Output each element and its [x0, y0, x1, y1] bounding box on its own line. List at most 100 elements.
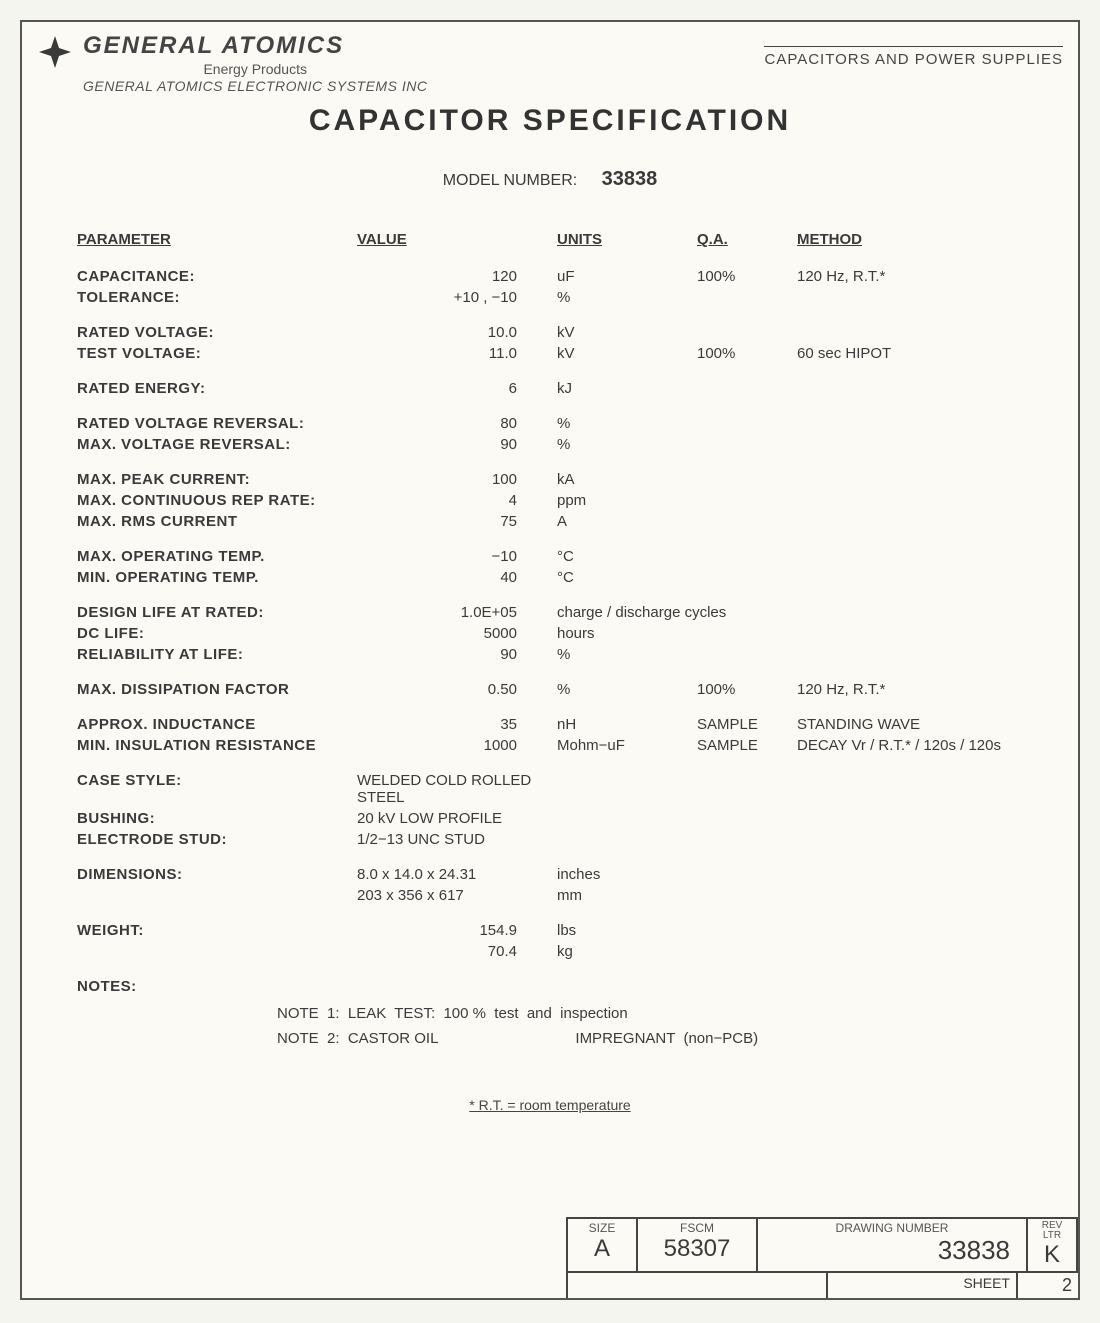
table-row: RATED VOLTAGE REVERSAL:80%: [77, 413, 1023, 434]
units-cell: uF: [557, 266, 697, 287]
method-cell: [797, 829, 1077, 850]
tb-sheet-label: SHEET: [828, 1273, 1018, 1298]
hdr-parameter: PARAMETER: [77, 231, 357, 248]
units-cell: [557, 770, 697, 808]
hdr-method: METHOD: [797, 231, 1077, 248]
table-row: NOTES:: [77, 976, 1023, 997]
value-cell: +10 , −10: [357, 287, 557, 308]
gap: [77, 588, 1023, 602]
model-label: MODEL NUMBER:: [443, 172, 578, 189]
value-cell: 70.4: [357, 941, 557, 962]
table-row: TOLERANCE:+10 , −10%: [77, 287, 1023, 308]
units-cell: [557, 976, 697, 997]
table-row: ELECTRODE STUD:1/2−13 UNC STUD: [77, 829, 1023, 850]
units-cell: kV: [557, 322, 697, 343]
units-cell: °C: [557, 546, 697, 567]
tb-fscm-val: 58307: [644, 1235, 750, 1263]
qa-cell: [697, 378, 797, 399]
table-row: BUSHING:20 kV LOW PROFILE: [77, 808, 1023, 829]
method-cell: [797, 413, 1077, 434]
value-cell: 10.0: [357, 322, 557, 343]
table-row: TEST VOLTAGE:11.0kV100%60 sec HIPOT: [77, 343, 1023, 364]
company-block: GENERAL ATOMICS Energy Products GENERAL …: [83, 32, 427, 94]
param-cell: DC LIFE:: [77, 623, 357, 644]
units-cell: A: [557, 511, 697, 532]
method-cell: [797, 434, 1077, 455]
method-cell: [797, 623, 1077, 644]
param-cell: ELECTRODE STUD:: [77, 829, 357, 850]
tb-rev: REV LTR K: [1028, 1219, 1078, 1273]
gap: [77, 455, 1023, 469]
table-row: DIMENSIONS:8.0 x 14.0 x 24.31inches: [77, 864, 1023, 885]
gap: [77, 700, 1023, 714]
notes-container: NOTE 1: LEAK TEST: 100 % test and inspec…: [77, 1005, 1023, 1047]
qa-cell: [697, 567, 797, 588]
table-row: RELIABILITY AT LIFE:90%: [77, 644, 1023, 665]
qa-cell: [697, 322, 797, 343]
qa-cell: 100%: [697, 343, 797, 364]
footnote: * R.T. = room temperature: [37, 1097, 1063, 1113]
method-cell: [797, 976, 1077, 997]
qa-cell: [697, 490, 797, 511]
units-cell: Mohm−uF: [557, 735, 697, 756]
units-cell: %: [557, 644, 697, 665]
units-cell: charge / discharge cycles: [557, 602, 1077, 623]
tb-size-val: A: [574, 1235, 630, 1263]
value-cell: 75: [357, 511, 557, 532]
value-cell: 20 kV LOW PROFILE: [357, 808, 557, 829]
value-cell: 100: [357, 469, 557, 490]
method-cell: [797, 511, 1077, 532]
value-cell: 5000: [357, 623, 557, 644]
qa-cell: [697, 413, 797, 434]
method-cell: [797, 770, 1077, 808]
company-subline-2: GENERAL ATOMICS ELECTRONIC SYSTEMS INC: [83, 78, 427, 95]
qa-cell: 100%: [697, 266, 797, 287]
param-cell: APPROX. INDUCTANCE: [77, 714, 357, 735]
model-line: MODEL NUMBER: 33838: [37, 168, 1063, 191]
table-row: 70.4kg: [77, 941, 1023, 962]
value-cell: 203 x 356 x 617: [357, 885, 557, 906]
value-cell: 90: [357, 644, 557, 665]
qa-cell: 100%: [697, 679, 797, 700]
header-left: GENERAL ATOMICS Energy Products GENERAL …: [37, 32, 427, 94]
units-cell: ppm: [557, 490, 697, 511]
param-cell: WEIGHT:: [77, 920, 357, 941]
company-name: GENERAL ATOMICS: [83, 32, 427, 61]
table-row: CASE STYLE:WELDED COLD ROLLED STEEL: [77, 770, 1023, 808]
units-cell: [557, 808, 697, 829]
table-row: DC LIFE:5000hours: [77, 623, 1023, 644]
page-title: CAPACITOR SPECIFICATION: [37, 104, 1063, 138]
qa-cell: SAMPLE: [697, 735, 797, 756]
qa-cell: [697, 976, 797, 997]
param-cell: MIN. OPERATING TEMP.: [77, 567, 357, 588]
company-subline-1: Energy Products: [83, 61, 427, 78]
param-cell: TOLERANCE:: [77, 287, 357, 308]
method-cell: [797, 469, 1077, 490]
gap: [77, 850, 1023, 864]
value-cell: 1.0E+05: [357, 602, 557, 623]
hdr-value: VALUE: [357, 231, 557, 248]
tb-empty-1: [568, 1273, 828, 1298]
qa-cell: [697, 920, 797, 941]
param-cell: MAX. VOLTAGE REVERSAL:: [77, 434, 357, 455]
param-cell: CAPACITANCE:: [77, 266, 357, 287]
rows-container: CAPACITANCE:120uF100%120 Hz, R.T.*TOLERA…: [77, 266, 1023, 997]
method-cell: [797, 808, 1077, 829]
note-line: NOTE 1: LEAK TEST: 100 % test and inspec…: [77, 1005, 1023, 1022]
value-cell: 1000: [357, 735, 557, 756]
value-cell: 90: [357, 434, 557, 455]
param-cell: MAX. RMS CURRENT: [77, 511, 357, 532]
gap: [77, 665, 1023, 679]
qa-cell: [697, 829, 797, 850]
header: GENERAL ATOMICS Energy Products GENERAL …: [37, 32, 1063, 94]
value-cell: WELDED COLD ROLLED STEEL: [357, 770, 557, 808]
units-cell: kV: [557, 343, 697, 364]
param-cell: RATED VOLTAGE:: [77, 322, 357, 343]
method-cell: [797, 546, 1077, 567]
units-cell: kg: [557, 941, 697, 962]
table-row: MIN. INSULATION RESISTANCE1000Mohm−uFSAM…: [77, 735, 1023, 756]
gap: [77, 308, 1023, 322]
value-cell: 11.0: [357, 343, 557, 364]
tb-drawing-number: DRAWING NUMBER 33838: [758, 1219, 1028, 1273]
method-cell: [797, 864, 1077, 885]
